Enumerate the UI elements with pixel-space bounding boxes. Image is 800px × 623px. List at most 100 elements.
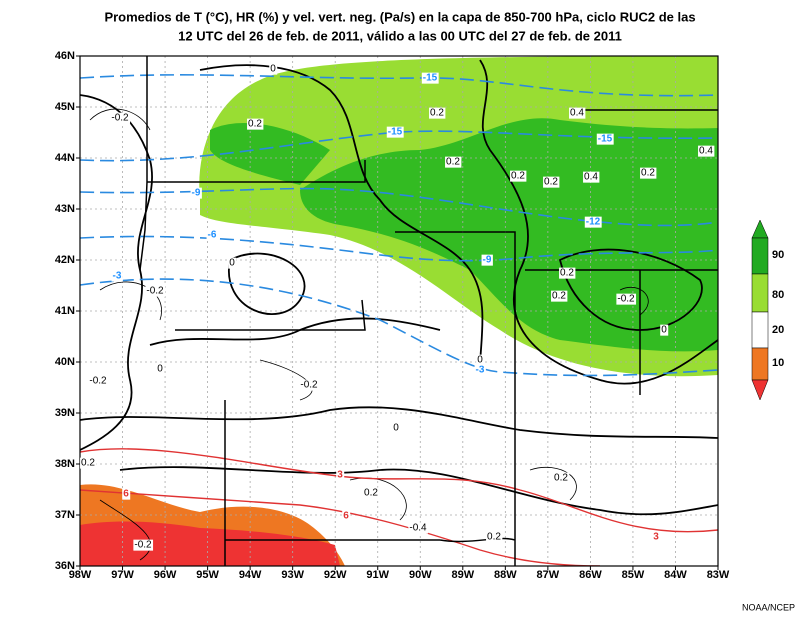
y-tick-label: 40N bbox=[55, 356, 75, 368]
label-bg bbox=[342, 510, 351, 522]
contour-label: -15 bbox=[423, 73, 438, 84]
contour-label: -0.2 bbox=[146, 286, 164, 297]
title-line: 12 UTC del 26 de feb. de 2011, válido a … bbox=[178, 28, 622, 43]
boundaries bbox=[139, 56, 718, 566]
label-bg bbox=[553, 472, 570, 484]
label-bg bbox=[122, 488, 131, 500]
label-bg bbox=[228, 257, 237, 269]
contour-label: 0.4 bbox=[570, 108, 584, 119]
label-bg bbox=[156, 363, 165, 375]
label-bg bbox=[596, 133, 614, 145]
label-bg bbox=[363, 487, 380, 499]
y-tick-label: 45N bbox=[55, 101, 75, 113]
x-tick-label: 93W bbox=[281, 569, 304, 581]
label-bg bbox=[660, 324, 669, 336]
label-bg bbox=[80, 457, 97, 469]
contour-label: -0.2 bbox=[134, 540, 152, 551]
x-tick-label: 87W bbox=[537, 569, 560, 581]
contour-label: 0.2 bbox=[446, 157, 460, 168]
contour-label: 0.4 bbox=[584, 172, 598, 183]
contour-label: -12 bbox=[586, 217, 601, 228]
label-bg bbox=[551, 290, 568, 302]
legend-label: 10 bbox=[772, 357, 784, 369]
x-tick-label: 96W bbox=[154, 569, 177, 581]
label-bg bbox=[190, 187, 202, 199]
contour-label: 0.2 bbox=[430, 108, 444, 119]
x-tick-label: 92W bbox=[324, 569, 347, 581]
label-bg bbox=[510, 170, 527, 182]
contour-label: 0.2 bbox=[544, 177, 558, 188]
contour-label: 3 bbox=[337, 470, 343, 481]
contour-label: 0 bbox=[393, 423, 399, 434]
contour-label: -15 bbox=[598, 134, 613, 145]
label-bg bbox=[269, 63, 278, 75]
contour-label: 6 bbox=[123, 489, 129, 500]
contour-label: 0.2 bbox=[552, 291, 566, 302]
label-bg bbox=[111, 270, 123, 282]
labels: -0.2 0.2 -15 0.2 0.4 -15 -15 0.4 0.2 0.2 0.2 0.4 0.2… bbox=[80, 63, 715, 551]
x-tick-label: 90W bbox=[409, 569, 432, 581]
contour-label: 6 bbox=[343, 511, 349, 522]
label-bg bbox=[145, 285, 166, 297]
label-bg bbox=[110, 112, 131, 124]
contour-label: 0 bbox=[270, 64, 276, 75]
x-tick-label: 85W bbox=[622, 569, 645, 581]
x-tick-label: 86W bbox=[579, 569, 602, 581]
contour-label: -15 bbox=[388, 127, 403, 138]
legend-label: 80 bbox=[772, 289, 784, 301]
contour-label: -0.2 bbox=[89, 376, 107, 387]
x-tick-label: 89W bbox=[451, 569, 474, 581]
label-bg bbox=[583, 171, 600, 183]
y-tick-label: 41N bbox=[55, 305, 75, 317]
contour-label: 0.2 bbox=[81, 458, 95, 469]
label-bg bbox=[486, 531, 503, 543]
y-tick-label: 42N bbox=[55, 254, 75, 266]
label-bg bbox=[392, 422, 401, 434]
contour-label: 0.2 bbox=[560, 268, 574, 279]
contour-label: -0.2 bbox=[111, 113, 129, 124]
contour-label: -9 bbox=[192, 188, 201, 199]
x-tick-label: 84W bbox=[664, 569, 687, 581]
label-bg bbox=[445, 156, 462, 168]
label-bg bbox=[543, 176, 560, 188]
contour-label: -0.2 bbox=[300, 380, 318, 391]
label-bg bbox=[474, 364, 486, 376]
x-tick-label: 94W bbox=[239, 569, 262, 581]
label-bg bbox=[698, 145, 715, 157]
x-tick-label: 98W bbox=[69, 569, 92, 581]
colorbar bbox=[751, 219, 769, 401]
contour-label: 0.2 bbox=[364, 488, 378, 499]
label-bg bbox=[652, 531, 661, 543]
contour-label: 0.2 bbox=[641, 168, 655, 179]
contour-label: -3 bbox=[476, 365, 485, 376]
contour-label: -6 bbox=[208, 230, 217, 241]
contour-label: 0.2 bbox=[554, 473, 568, 484]
credit: NOAA/NCEP bbox=[742, 602, 795, 612]
title-line: Promedios de T (°C), HR (%) y vel. vert.… bbox=[104, 9, 695, 24]
label-bg bbox=[616, 293, 637, 305]
contour-label: 0 bbox=[229, 258, 235, 269]
label-bg bbox=[640, 167, 657, 179]
y-tick-label: 43N bbox=[55, 203, 75, 215]
label-bg bbox=[421, 72, 439, 84]
contour-label: 0 bbox=[661, 325, 667, 336]
label-bg bbox=[429, 107, 446, 119]
label-bg bbox=[481, 254, 493, 266]
x-tick-label: 91W bbox=[366, 569, 389, 581]
label-bg bbox=[88, 375, 109, 387]
contour-label: -9 bbox=[483, 255, 492, 266]
y-tick-label: 36N bbox=[55, 560, 75, 572]
y-tick-label: 38N bbox=[55, 458, 75, 470]
label-bg bbox=[133, 539, 154, 551]
label-bg bbox=[299, 379, 320, 391]
y-tick-label: 39N bbox=[55, 407, 75, 419]
contour-label: 0.4 bbox=[699, 146, 713, 157]
contour-label: 0.2 bbox=[248, 119, 262, 130]
contour-label: 0.2 bbox=[487, 532, 501, 543]
y-tick-label: 46N bbox=[55, 50, 75, 62]
contour-label: -3 bbox=[113, 271, 122, 282]
legend-label: 20 bbox=[772, 324, 784, 336]
label-bg bbox=[247, 118, 264, 130]
x-tick-label: 97W bbox=[111, 569, 134, 581]
